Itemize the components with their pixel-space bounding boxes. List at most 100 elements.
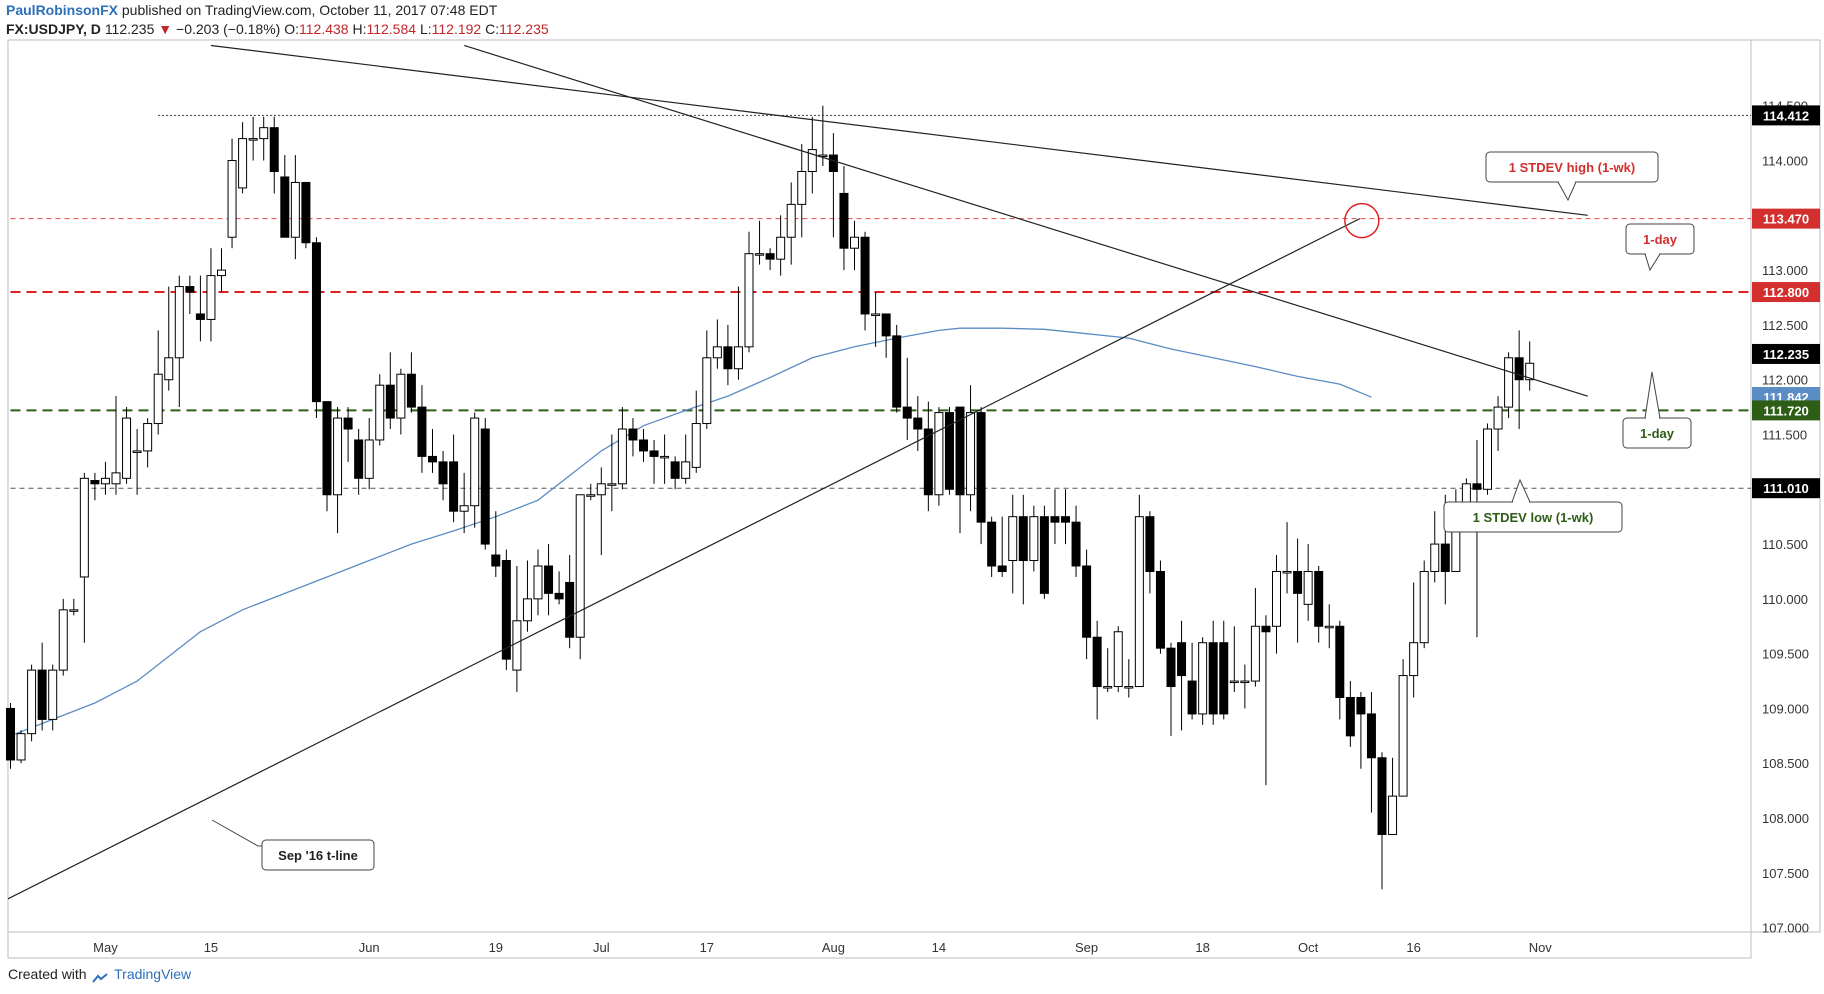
- candle-body: [1208, 642, 1218, 715]
- candle: [797, 144, 807, 238]
- candle: [607, 434, 617, 512]
- candle-body: [1366, 713, 1376, 759]
- price-badge-bg: [1752, 400, 1820, 421]
- candle: [501, 549, 511, 671]
- candle: [174, 275, 184, 408]
- candle-body: [27, 669, 37, 735]
- candle-body: [744, 253, 754, 348]
- candle: [69, 598, 79, 616]
- candle: [1293, 538, 1303, 643]
- candle-body: [786, 203, 796, 238]
- stdev-high-callout-text: 1 STDEV high (1-wk): [1509, 160, 1635, 175]
- candle: [280, 155, 290, 238]
- price-tick-label: 110.500: [1762, 537, 1808, 552]
- candle: [1008, 494, 1018, 594]
- candle: [1430, 511, 1440, 583]
- last-price: 112.235: [104, 21, 155, 37]
- candle: [1155, 560, 1165, 654]
- candle-body: [860, 236, 870, 315]
- ohlc-low-value: 112.192: [431, 21, 482, 37]
- candle-body: [280, 176, 290, 238]
- candle: [617, 407, 627, 490]
- candle-body: [1335, 625, 1345, 698]
- candle: [48, 664, 58, 731]
- candle-body: [1229, 680, 1239, 684]
- candle: [1472, 439, 1482, 638]
- candle: [132, 429, 142, 495]
- candle: [881, 313, 891, 358]
- time-tick-label: 17: [700, 940, 714, 955]
- time-tick-label: Sep: [1075, 940, 1098, 955]
- candle: [892, 324, 902, 413]
- candle-body: [1409, 642, 1419, 677]
- candle-body: [491, 554, 501, 567]
- price-tick-label: 109.000: [1762, 701, 1809, 716]
- candle: [565, 555, 575, 649]
- change-value: −0.203 (−0.18%): [176, 21, 281, 37]
- candle: [660, 434, 670, 484]
- candle: [1177, 620, 1187, 731]
- candle-body: [871, 313, 881, 316]
- symbol-line: FX:USDJPY, D 112.235 ▼ −0.203 (−0.18%) O…: [6, 21, 549, 37]
- ohlc-close-value: 112.235: [499, 21, 549, 37]
- candle-body: [501, 560, 511, 660]
- candle-body: [670, 461, 680, 479]
- candle-body: [522, 598, 532, 622]
- price-badge-bg: [1752, 282, 1820, 303]
- candle: [195, 275, 205, 342]
- tradingview-logo-icon: [92, 970, 109, 983]
- time-tick-label: 15: [204, 940, 218, 955]
- candle: [90, 472, 100, 501]
- price-badge: 111.720: [1752, 400, 1820, 421]
- candle: [544, 544, 554, 616]
- author-name[interactable]: PaulRobinsonFX: [6, 2, 118, 18]
- green-1day-callout-text: 1-day: [1640, 426, 1675, 441]
- candle-body: [1018, 516, 1028, 562]
- time-tick-label: Jul: [593, 940, 610, 955]
- candle: [807, 116, 817, 194]
- candle: [1071, 505, 1081, 577]
- symbol-name[interactable]: FX:USDJPY, D: [6, 21, 101, 37]
- candle-body: [174, 286, 184, 359]
- candle-body: [839, 192, 849, 249]
- candle: [1145, 511, 1155, 594]
- candle: [122, 407, 132, 484]
- candle: [480, 418, 490, 550]
- price-badge-text: 111.010: [1763, 481, 1809, 496]
- candle-body: [470, 417, 480, 507]
- candle-body: [1377, 757, 1387, 835]
- candle-body: [765, 253, 775, 260]
- candle: [37, 642, 47, 731]
- candle: [100, 461, 110, 495]
- candle: [987, 516, 997, 577]
- candle-body: [544, 565, 554, 594]
- candle: [1272, 555, 1281, 654]
- candle: [217, 248, 226, 293]
- candle: [923, 401, 933, 512]
- candle-body: [1061, 516, 1070, 523]
- candle-body: [1166, 647, 1176, 688]
- candle-body: [69, 609, 79, 612]
- candle: [206, 248, 216, 342]
- candle: [385, 352, 395, 430]
- price-badge: 114.412: [1752, 105, 1820, 126]
- candle-body: [807, 149, 817, 172]
- trendline-0: [8, 218, 1361, 900]
- stdev-low-callout-text: 1 STDEV low (1-wk): [1473, 510, 1594, 525]
- candle-body: [649, 450, 659, 457]
- time-tick-label: Oct: [1298, 940, 1319, 955]
- candle-body: [428, 455, 437, 463]
- price-tick-label: 107.000: [1762, 921, 1809, 936]
- candle-body: [1155, 570, 1165, 649]
- candle: [839, 166, 849, 271]
- candle: [1029, 505, 1039, 572]
- candle-body: [987, 521, 997, 567]
- time-tick-label: Nov: [1529, 940, 1553, 955]
- candle-body: [1314, 570, 1324, 627]
- candle-body: [776, 236, 786, 260]
- tradingview-brand[interactable]: TradingView: [114, 966, 192, 982]
- candle-body: [565, 581, 575, 638]
- candle: [1335, 620, 1345, 720]
